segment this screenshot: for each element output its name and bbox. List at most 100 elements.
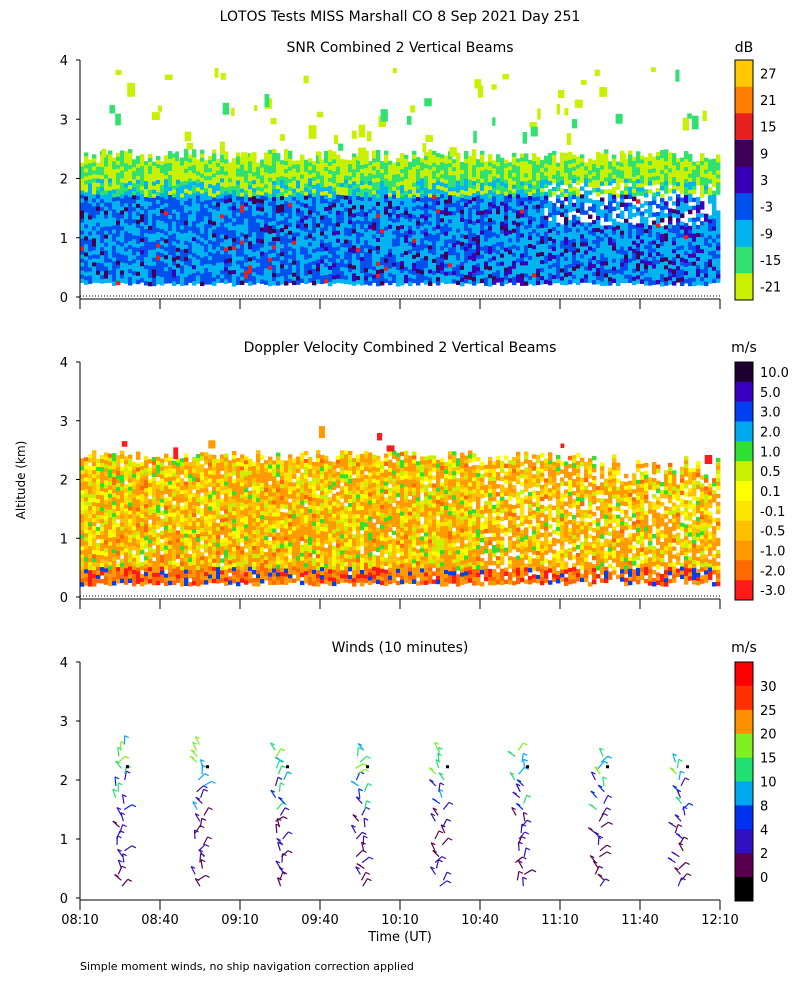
heatmap-cell: [136, 251, 141, 257]
heatmap-cell: [392, 226, 397, 232]
heatmap-cell: [96, 202, 101, 208]
heatmap-cell: [488, 166, 493, 171]
heatmap-cell: [116, 208, 121, 214]
heatmap-cell: [180, 173, 185, 178]
heatmap-cell: [276, 249, 281, 254]
heatmap-cell: [276, 233, 281, 238]
heatmap-cell: [108, 266, 113, 271]
heatmap-cell: [304, 187, 309, 193]
heatmap-cell: [444, 227, 449, 233]
heatmap-cell: [352, 237, 357, 242]
heatmap-cell: [92, 162, 97, 167]
heatmap-cell: [148, 229, 153, 235]
heatmap-cell: [220, 198, 225, 203]
heatmap-cell: [588, 198, 593, 203]
heatmap-cell: [132, 199, 137, 204]
heatmap-cell: [284, 153, 289, 158]
heatmap-cell: [232, 258, 237, 263]
heatmap-cell: [704, 213, 709, 219]
heatmap-cell: [336, 278, 341, 284]
heatmap-cell: [204, 164, 209, 169]
heatmap-cell: [500, 245, 505, 251]
heatmap-cell: [484, 217, 489, 222]
heatmap-cell: [500, 257, 505, 263]
heatmap-cell: [140, 154, 145, 159]
heatmap-cell: [428, 213, 433, 218]
heatmap-cell: [620, 166, 625, 171]
heatmap-cell: [468, 207, 473, 213]
heatmap-cell: [524, 181, 529, 186]
heatmap-cell: [712, 214, 717, 220]
heatmap-cell: [340, 167, 345, 172]
heatmap-cell: [624, 190, 629, 196]
heatmap-cell: [476, 275, 481, 280]
heatmap-cell: [516, 246, 521, 251]
heatmap-cell: [492, 180, 497, 185]
heatmap-cell: [572, 258, 577, 264]
heatmap-cell: [128, 173, 133, 178]
heatmap-cell: [608, 217, 613, 222]
heatmap-cell: [456, 220, 461, 225]
heatmap-cell: [104, 234, 109, 239]
heatmap-cell: [244, 258, 249, 263]
heatmap-cell: [108, 206, 113, 211]
heatmap-cell: [464, 191, 469, 196]
heatmap-cell: [200, 217, 205, 223]
heatmap-cell: [140, 166, 145, 171]
heatmap-cell: [256, 254, 261, 260]
heatmap-cell: [496, 234, 501, 239]
heatmap-cell: [232, 266, 237, 271]
heatmap-cell: [132, 271, 137, 276]
heatmap-cell: [448, 203, 453, 208]
heatmap-cell: [224, 183, 229, 188]
heatmap-cell: [512, 172, 517, 178]
heatmap-cell: [444, 279, 449, 285]
heatmap-cell: [668, 232, 673, 237]
heatmap-cell: [444, 231, 449, 237]
heatmap-cell: [356, 172, 361, 177]
heatmap-cell: [432, 186, 437, 192]
heatmap-cell: [552, 247, 557, 252]
heatmap-cell: [352, 185, 357, 190]
heatmap-cell: [120, 198, 125, 203]
heatmap-cell: [488, 218, 493, 223]
heatmap-cell: [632, 164, 637, 170]
heatmap-cell: [448, 267, 453, 272]
heatmap-cell: [152, 181, 157, 187]
heatmap-cell: [128, 257, 133, 262]
heatmap-cell: [96, 178, 101, 184]
heatmap-cell: [584, 170, 589, 175]
heatmap-cell: [352, 273, 357, 278]
heatmap-cell: [544, 255, 549, 261]
heatmap-cell: [220, 242, 225, 247]
heatmap-cell: [596, 232, 601, 237]
heatmap-cell: [328, 233, 333, 239]
heatmap-cell: [604, 249, 609, 254]
heatmap-cell: [708, 179, 713, 184]
heatmap-cell: [680, 213, 685, 218]
heatmap-cell: [528, 236, 533, 241]
heatmap-cell: [228, 254, 233, 259]
heatmap-cell: [292, 264, 297, 270]
heatmap-cell: [668, 264, 673, 269]
heatmap-cell: [336, 258, 341, 264]
heatmap-cell: [584, 194, 589, 199]
heatmap-cell: [452, 159, 457, 164]
heatmap-cell: [224, 207, 229, 212]
heatmap-cell: [256, 230, 261, 236]
heatmap-cell: [316, 159, 321, 164]
heatmap-cell: [268, 245, 273, 251]
heatmap-cell: [540, 216, 545, 221]
heatmap-cell: [632, 184, 637, 190]
heatmap-cell: [248, 273, 253, 278]
heatmap-cell: [428, 157, 433, 162]
heatmap-cell: [672, 233, 677, 238]
heatmap-cell: [452, 219, 457, 224]
heatmap-cell: [392, 174, 397, 180]
heatmap-cell: [172, 241, 177, 246]
heatmap-cell: [500, 249, 505, 255]
heatmap-cell: [488, 154, 493, 159]
heatmap-cell: [516, 230, 521, 235]
heatmap-cell: [104, 186, 109, 191]
heatmap-cell: [188, 186, 193, 191]
